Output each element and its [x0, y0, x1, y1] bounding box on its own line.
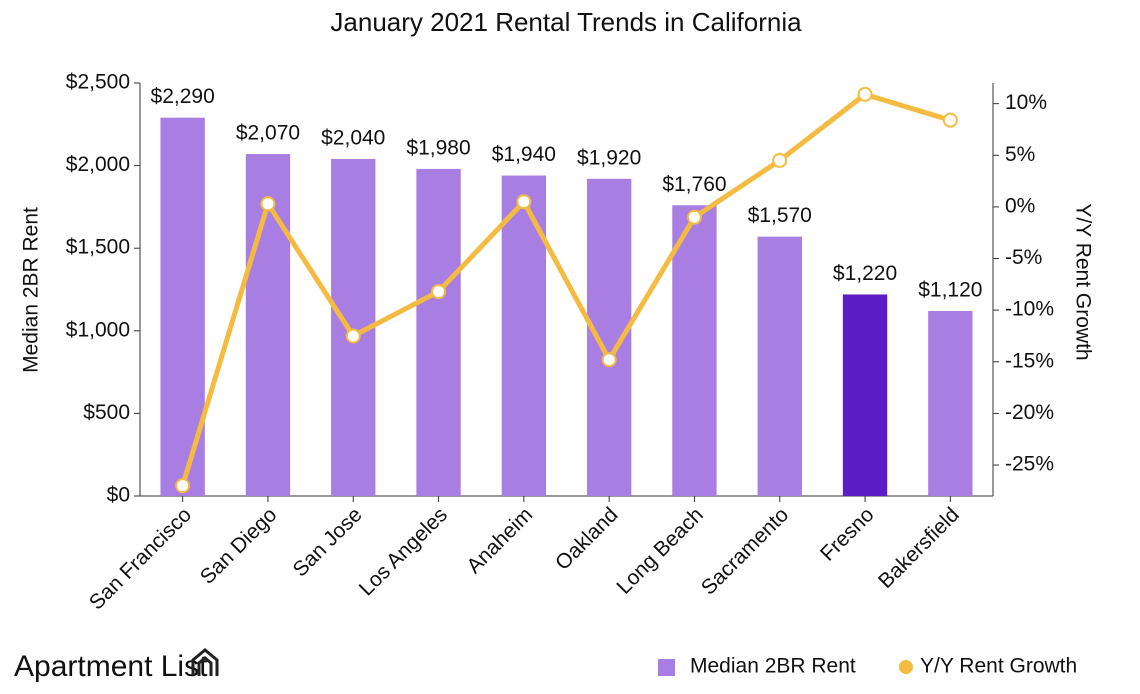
legend-label: Median 2BR Rent: [690, 655, 856, 678]
line-point: [601, 352, 617, 368]
y2-tick-label: -20%: [1005, 401, 1054, 424]
x-tick-label: San Diego: [196, 503, 282, 589]
bar: [672, 205, 717, 497]
x-tick-label: San Jose: [289, 503, 367, 581]
legend-swatch: [899, 660, 913, 674]
value-label: $2,070: [236, 122, 300, 145]
brand-logo: Apartment List: [14, 648, 219, 683]
value-label: $1,980: [406, 136, 470, 159]
y-axis-title: Median 2BR Rent: [20, 207, 43, 373]
line-point: [175, 478, 191, 494]
line-point: [942, 112, 958, 128]
y-tick-label: $500: [83, 401, 130, 424]
legend-label: Y/Y Rent Growth: [920, 655, 1077, 678]
y2-tick-label: 10%: [1005, 91, 1047, 114]
y2-tick-label: -15%: [1005, 349, 1054, 372]
x-tick-label: Fresno: [816, 503, 878, 565]
x-tick-label: Los Angeles: [355, 503, 452, 600]
y-tick-label: $1,500: [66, 236, 130, 259]
line-point: [431, 284, 447, 300]
line-point: [516, 194, 532, 210]
x-tick-label: Sacramento: [697, 503, 793, 599]
y-tick-label: $1,000: [66, 318, 130, 341]
brand-icon: [191, 648, 219, 676]
y2-tick-label: 0%: [1005, 194, 1035, 217]
x-tick-label: Long Beach: [612, 503, 708, 599]
brand-name: Apartment List: [14, 650, 208, 683]
bar: [928, 310, 973, 496]
chart-title: January 2021 Rental Trends in California: [330, 7, 802, 37]
value-label: $1,220: [833, 262, 897, 285]
value-label: $1,120: [918, 279, 982, 302]
x-tick-label: San Francisco: [85, 503, 196, 614]
legend-swatch: [658, 659, 675, 676]
line-point: [857, 86, 873, 102]
y2-tick-label: -25%: [1005, 453, 1054, 476]
y2-tick-label: -5%: [1005, 246, 1042, 269]
line-point: [260, 196, 276, 212]
value-label: $1,940: [492, 143, 556, 166]
y2-tick-label: -10%: [1005, 298, 1054, 321]
value-label: $1,920: [577, 146, 641, 169]
line-point: [345, 328, 361, 344]
y-tick-label: $2,500: [66, 71, 130, 94]
line-point: [686, 209, 702, 225]
value-label: $1,760: [662, 173, 726, 196]
value-label: $2,040: [321, 127, 385, 150]
bar: [757, 236, 802, 497]
line-point: [772, 152, 788, 168]
x-tick-label: Bakersfield: [874, 503, 964, 593]
x-tick-label: Anaheim: [462, 503, 537, 578]
bar: [842, 294, 888, 496]
value-label: $2,290: [151, 85, 215, 108]
y-tick-label: $0: [107, 484, 130, 507]
value-label: $1,570: [748, 204, 812, 227]
x-tick-label: Oakland: [551, 503, 623, 575]
bar: [416, 168, 461, 497]
y2-tick-label: 5%: [1005, 143, 1035, 166]
y2-axis-title: Y/Y Rent Growth: [1071, 203, 1094, 360]
y-tick-label: $2,000: [66, 153, 130, 176]
line: [180, 91, 952, 487]
bar: [501, 175, 547, 496]
